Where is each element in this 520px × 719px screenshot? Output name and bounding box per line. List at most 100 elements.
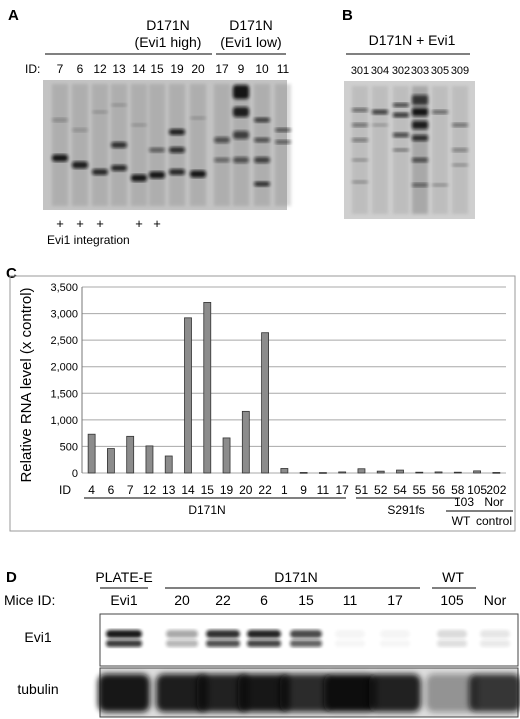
- panel-c-wt-label: WT: [452, 514, 471, 528]
- panel-c-bar: [473, 470, 481, 474]
- panel-c-wt-id: 103: [454, 495, 474, 509]
- panel-b-band: [372, 123, 388, 127]
- panel-b-band: [393, 103, 409, 107]
- panel-b-band: [412, 157, 428, 163]
- panel-c-bar: [319, 472, 327, 474]
- panel-c-xtick-label: 202: [486, 483, 506, 497]
- panel-a-band: [233, 85, 249, 99]
- panel-a-band: [111, 165, 127, 171]
- panel-d-evi1-band: [247, 630, 281, 638]
- panel-c-id-label: ID: [59, 483, 71, 497]
- panel-a-integration-mark: +: [76, 216, 84, 231]
- panel-a-lane-id: 10: [255, 62, 269, 76]
- panel-b-lane-id: 302: [392, 65, 410, 77]
- panel-a-band: [72, 161, 88, 169]
- panel-d-evi1-band: [106, 630, 142, 638]
- panel-c-xtick-label: 17: [336, 483, 350, 497]
- panel-c-xtick-label: 11: [317, 483, 330, 497]
- panel-c-bar: [396, 469, 404, 474]
- panel-d-lane-id: 17: [387, 592, 403, 608]
- panel-b-band: [393, 132, 409, 138]
- panel-c-ytick-label: 500: [60, 441, 78, 453]
- panel-d-evi1-band: [437, 640, 467, 647]
- panel-d-lane-id: 11: [343, 592, 358, 608]
- panel-a-band: [254, 157, 270, 163]
- panel-d-lane-id: 20: [174, 592, 190, 608]
- panel-a-group2-title-line1: D171N: [229, 17, 273, 33]
- panel-a-band: [214, 157, 230, 163]
- panel-d-evi1-band: [106, 640, 142, 647]
- panel-a-lane-smear: [131, 84, 147, 206]
- panel-a-band: [131, 123, 147, 127]
- panel-d-evi1-band: [437, 630, 467, 638]
- panel-c-xtick-label: 19: [220, 483, 234, 497]
- panel-c-xtick-label: 15: [201, 483, 215, 497]
- panel-a-band: [149, 171, 165, 179]
- panel-a-lane-smear: [233, 84, 249, 206]
- panel-b-band: [412, 121, 428, 129]
- panel-b-band: [372, 109, 388, 115]
- panel-b-letter: B: [342, 7, 353, 24]
- panel-c-xtick-label: 6: [108, 483, 115, 497]
- panel-c-xtick-label: 105: [467, 483, 487, 497]
- panel-a-lane-smear: [214, 84, 230, 206]
- panel-b-lane-id: 305: [431, 65, 449, 77]
- panel-a-lane-id: 15: [150, 62, 164, 76]
- panel-a-band: [214, 137, 230, 143]
- panel-c-xtick-label: 20: [239, 483, 253, 497]
- panel-b-band: [432, 110, 448, 114]
- panel-d-header-wt: WT: [442, 569, 464, 585]
- panel-a-lane-smear: [92, 84, 108, 206]
- panel-a-band: [233, 131, 249, 139]
- panel-d-evi1-band: [206, 630, 240, 638]
- panel-c-bar: [357, 468, 366, 474]
- panel-b-band: [412, 108, 428, 116]
- panel-c-xtick-label: 13: [162, 483, 176, 497]
- panel-d-evi1-band: [290, 630, 322, 638]
- panel-d-lane-id: Evi1: [110, 592, 137, 608]
- panel-a-integration-label: Evi1 integration: [47, 233, 130, 247]
- panel-a-lane-smear: [52, 84, 68, 206]
- panel-c-ytick-label: 1,000: [50, 415, 78, 427]
- panel-a-lane-id: 13: [112, 62, 126, 76]
- panel-d-evi1-band: [290, 640, 322, 647]
- panel-b-band: [352, 180, 368, 184]
- panel-a-lane-id: 9: [238, 62, 245, 76]
- panel-b-lane-id: 304: [371, 65, 389, 77]
- panel-a-lane-smear: [275, 84, 291, 206]
- panel-c-bar: [184, 317, 192, 474]
- panel-a-band: [190, 170, 206, 178]
- panel-a-group2-title-line2: (Evi1 low): [220, 34, 281, 50]
- panel-a-band: [111, 142, 127, 148]
- panel-b-lane-smear: [352, 86, 368, 214]
- panel-a-band: [92, 169, 108, 175]
- panel-a-band: [111, 103, 127, 107]
- panel-c-d171n-label: D171N: [188, 503, 225, 517]
- panel-c-bar: [241, 410, 250, 474]
- panel-d-tubulin-band: [469, 674, 520, 712]
- panel-a-band: [52, 154, 68, 162]
- panel-a-band: [233, 157, 249, 163]
- panel-c-bar: [376, 470, 385, 474]
- panel-d-tubulin-band: [98, 674, 150, 712]
- panel-c-xtick-label: 4: [88, 483, 95, 497]
- panel-d-header-d171n: D171N: [274, 569, 318, 585]
- panel-a-id-label: ID:: [25, 62, 40, 76]
- panel-a-integration-mark: +: [153, 216, 161, 231]
- panel-c-bar: [107, 448, 115, 474]
- panel-d-row-label-tubulin: tubulin: [17, 681, 58, 697]
- panel-d-evi1-band: [166, 640, 198, 647]
- panel-b-lane-id: 301: [351, 65, 369, 77]
- panel-d-evi1-band: [166, 630, 198, 638]
- panel-c-xtick-label: 55: [413, 483, 427, 497]
- panel-c-xtick-label: 7: [127, 483, 134, 497]
- panel-a-lane-smear: [190, 84, 206, 206]
- panel-c-bar: [280, 468, 289, 474]
- panel-a-integration-mark: +: [96, 216, 104, 231]
- panel-d-evi1-band: [480, 630, 510, 638]
- panel-a-band: [233, 107, 249, 117]
- panel-b-band: [452, 163, 468, 167]
- panel-b-band: [412, 95, 428, 105]
- panel-d-evi1-band: [380, 630, 410, 638]
- panel-d-tubulin-band: [280, 674, 332, 712]
